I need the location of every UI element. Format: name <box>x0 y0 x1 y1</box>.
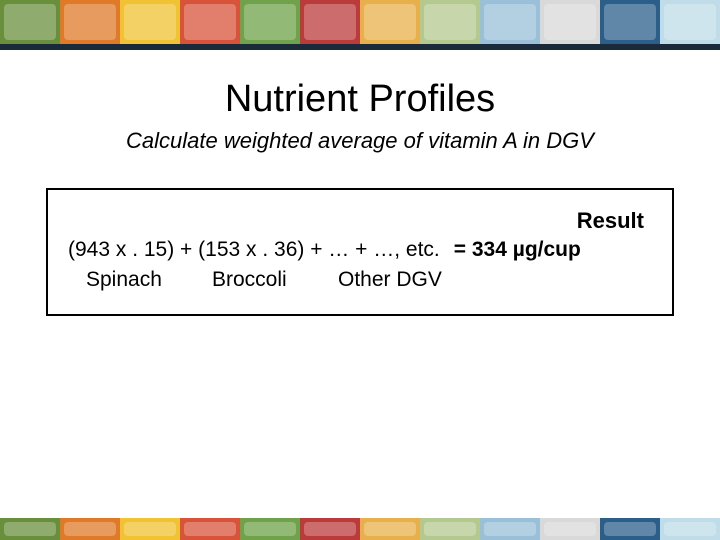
formula-line: (943 x . 15) + (153 x . 36) + … + …, etc… <box>68 238 652 262</box>
banner-segment <box>0 0 60 44</box>
banner-segment <box>60 518 120 540</box>
banner-segment <box>660 518 720 540</box>
label-broccoli: Broccoli <box>198 268 328 292</box>
formula-expression: (943 x . 15) + (153 x . 36) + … + …, etc… <box>68 238 440 262</box>
banner-segment <box>0 518 60 540</box>
banner-segment <box>540 0 600 44</box>
banner-segment <box>360 518 420 540</box>
banner-segment <box>300 518 360 540</box>
banner-segment <box>180 0 240 44</box>
banner-segment <box>120 0 180 44</box>
calculation-box: Result (943 x . 15) + (153 x . 36) + … +… <box>46 188 674 316</box>
label-spinach: Spinach <box>68 268 198 292</box>
banner-segment <box>480 0 540 44</box>
slide-title: Nutrient Profiles <box>0 78 720 121</box>
banner-segment <box>300 0 360 44</box>
banner-segment <box>600 518 660 540</box>
label-other-dgv: Other DGV <box>328 268 442 292</box>
banner-segment <box>360 0 420 44</box>
banner-segment <box>240 0 300 44</box>
banner-segment <box>420 518 480 540</box>
formula-result: = 334 µg/cup <box>454 238 581 262</box>
result-label: Result <box>68 208 652 234</box>
top-banner <box>0 0 720 44</box>
banner-segment <box>420 0 480 44</box>
banner-segment <box>240 518 300 540</box>
banner-segment <box>600 0 660 44</box>
banner-segment <box>660 0 720 44</box>
banner-segment <box>60 0 120 44</box>
term-labels: Spinach Broccoli Other DGV <box>68 268 652 292</box>
slide-subtitle: Calculate weighted average of vitamin A … <box>0 128 720 154</box>
banner-segment <box>120 518 180 540</box>
bottom-banner <box>0 518 720 540</box>
banner-segment <box>480 518 540 540</box>
banner-segment <box>180 518 240 540</box>
banner-underline <box>0 44 720 50</box>
banner-segment <box>540 518 600 540</box>
